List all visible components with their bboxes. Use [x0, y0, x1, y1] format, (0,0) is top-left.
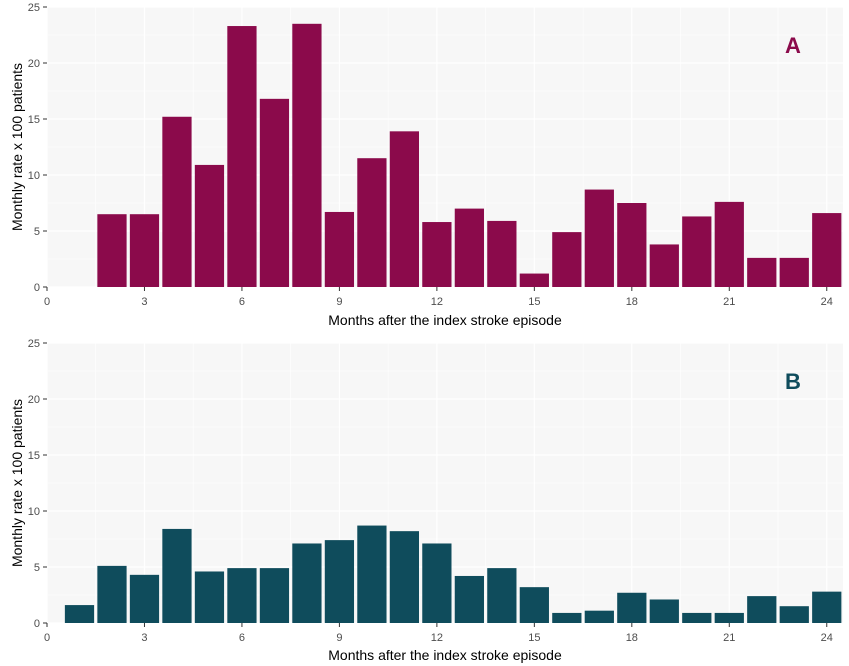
x-tick-label: 12	[431, 632, 443, 644]
x-tick-label: 18	[626, 296, 638, 308]
y-tick-label: 10	[28, 506, 40, 518]
bar	[292, 543, 322, 623]
bar	[747, 257, 777, 287]
bar	[324, 540, 355, 623]
bar	[194, 571, 225, 623]
bar	[714, 612, 744, 623]
bar	[97, 214, 127, 287]
bar	[454, 208, 484, 287]
bar	[259, 568, 290, 623]
bars	[97, 23, 842, 288]
bar	[714, 201, 744, 287]
bar	[357, 525, 387, 623]
bar	[194, 164, 225, 287]
bar	[519, 587, 549, 623]
bar	[519, 273, 549, 287]
x-axis-title: Months after the index stroke episode	[328, 312, 562, 328]
bar	[129, 214, 160, 287]
bar	[812, 213, 842, 287]
y-tick-label: 15	[28, 114, 40, 126]
y-tick-label: 5	[34, 562, 40, 574]
bar	[682, 216, 712, 287]
y-tick-label: 0	[34, 282, 40, 294]
bar	[64, 605, 95, 623]
bar	[617, 203, 647, 287]
x-tick-label: 24	[821, 632, 833, 644]
y-tick-label: 25	[28, 338, 40, 350]
y-axis-title: Monthly rate x 100 patients	[9, 399, 25, 567]
bars	[64, 525, 842, 623]
bar	[259, 98, 290, 287]
x-tick-label: 21	[723, 632, 735, 644]
bar	[552, 232, 582, 287]
x-tick-label: 21	[723, 296, 735, 308]
x-tick-label: 18	[626, 632, 638, 644]
bar	[422, 543, 452, 623]
bar	[162, 116, 192, 287]
bar	[617, 592, 647, 623]
x-tick-label: 9	[336, 296, 342, 308]
bar	[422, 222, 452, 287]
bar	[584, 189, 614, 287]
x-tick-label: 15	[528, 632, 540, 644]
panel-letter: B	[785, 369, 801, 394]
x-tick-label: 0	[44, 632, 50, 644]
x-tick-label: 3	[141, 296, 147, 308]
x-tick-label: 12	[431, 296, 443, 308]
bar	[357, 158, 387, 287]
bar	[389, 531, 420, 623]
bar	[324, 211, 355, 287]
x-axis-title: Months after the index stroke episode	[328, 647, 562, 663]
bar	[227, 26, 257, 287]
bar	[487, 568, 517, 623]
x-tick-label: 6	[239, 296, 245, 308]
bar	[584, 610, 614, 623]
bar	[682, 612, 712, 623]
bar	[227, 568, 257, 623]
bar	[649, 599, 679, 623]
bar	[487, 220, 517, 287]
bar	[812, 591, 842, 623]
bar	[97, 565, 127, 623]
bar	[779, 257, 809, 287]
panel-letter: A	[785, 33, 801, 58]
y-tick-label: 5	[34, 226, 40, 238]
bar	[292, 23, 322, 288]
bar	[389, 131, 420, 287]
y-tick-label: 20	[28, 394, 40, 406]
bar	[747, 596, 777, 623]
bar	[454, 575, 484, 623]
x-tick-label: 0	[44, 296, 50, 308]
y-tick-label: 10	[28, 170, 40, 182]
bar	[162, 528, 192, 623]
x-tick-label: 9	[336, 632, 342, 644]
x-tick-label: 15	[528, 296, 540, 308]
x-tick-label: 3	[141, 632, 147, 644]
y-tick-label: 15	[28, 450, 40, 462]
x-tick-label: 6	[239, 632, 245, 644]
y-axis-title: Monthly rate x 100 patients	[9, 63, 25, 231]
x-tick-label: 24	[821, 296, 833, 308]
y-tick-label: 20	[28, 58, 40, 70]
y-tick-label: 25	[28, 2, 40, 14]
bar	[649, 244, 679, 287]
bar	[129, 574, 160, 623]
panel-b: 0 5 10 15 20 25 0 3 6 9 12 15 18 21 24 Months after the…	[9, 338, 843, 663]
panel-a: 0 5 10 15 20 25 0 3 6 9 12 15 18 21 24 Months after the…	[9, 2, 843, 328]
bar	[779, 606, 809, 623]
y-tick-label: 0	[34, 618, 40, 630]
bar	[552, 612, 582, 623]
